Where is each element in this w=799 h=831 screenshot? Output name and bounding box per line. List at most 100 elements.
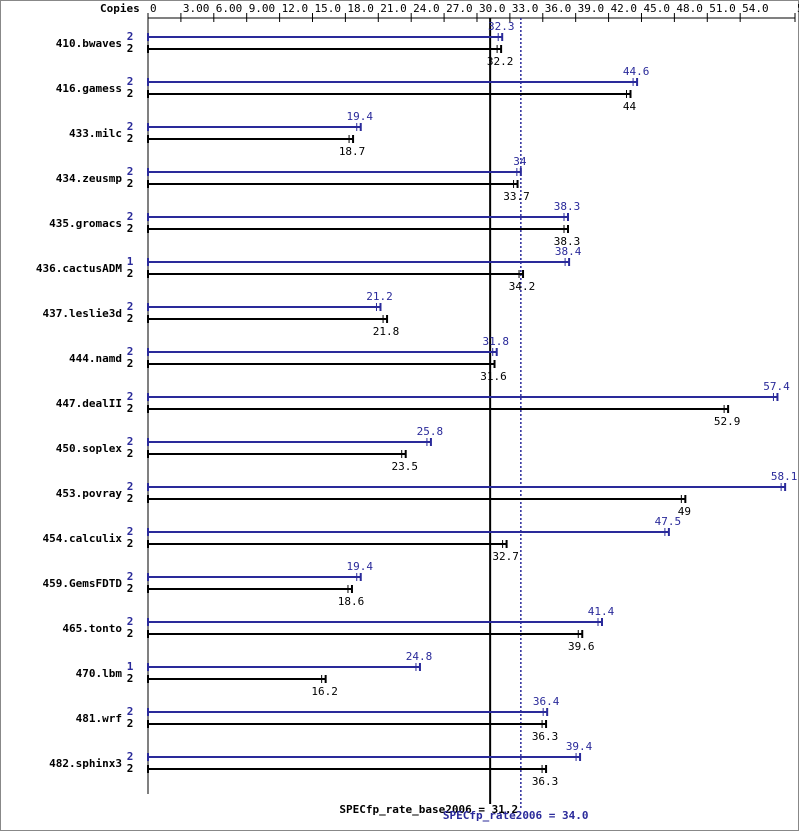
copies-label: 2 bbox=[127, 525, 134, 538]
value-label: 57.4 bbox=[763, 380, 790, 393]
copies-label: 2 bbox=[127, 615, 134, 628]
benchmark-label: 436.cactusADM bbox=[36, 262, 122, 275]
value-label: 49 bbox=[678, 505, 691, 518]
x-tick-label: 27.0 bbox=[446, 2, 473, 15]
copies-label: 2 bbox=[127, 582, 134, 595]
x-tick-label: 30.0 bbox=[479, 2, 506, 15]
copies-label: 2 bbox=[127, 480, 134, 493]
x-tick-label: 54.0 bbox=[742, 2, 769, 15]
copies-label: 2 bbox=[127, 762, 134, 775]
copies-label: 2 bbox=[127, 267, 134, 280]
benchmark-label: 459.GemsFDTD bbox=[43, 577, 123, 590]
value-label: 21.2 bbox=[366, 290, 393, 303]
copies-label: 2 bbox=[127, 30, 134, 43]
copies-label: 2 bbox=[127, 447, 134, 460]
x-tick-label: 36.0 bbox=[545, 2, 572, 15]
x-tick-label: 15.0 bbox=[314, 2, 341, 15]
copies-label: 1 bbox=[127, 660, 134, 673]
x-tick-label: 59.0 bbox=[797, 2, 799, 15]
copies-label: 1 bbox=[127, 255, 134, 268]
copies-label: 2 bbox=[127, 75, 134, 88]
value-label: 34 bbox=[513, 155, 527, 168]
x-tick-label: 42.0 bbox=[611, 2, 638, 15]
copies-label: 2 bbox=[127, 357, 134, 370]
x-tick-label: 18.0 bbox=[347, 2, 374, 15]
value-label: 39.6 bbox=[568, 640, 595, 653]
x-tick-label: 3.00 bbox=[183, 2, 210, 15]
copies-label: 2 bbox=[127, 537, 134, 550]
copies-label: 2 bbox=[127, 87, 134, 100]
copies-label: 2 bbox=[127, 312, 134, 325]
value-label: 32.7 bbox=[492, 550, 519, 563]
copies-label: 2 bbox=[127, 177, 134, 190]
copies-label: 2 bbox=[127, 390, 134, 403]
value-label: 19.4 bbox=[346, 110, 373, 123]
benchmark-label: 444.namd bbox=[69, 352, 122, 365]
value-label: 36.4 bbox=[533, 695, 560, 708]
value-label: 19.4 bbox=[346, 560, 373, 573]
value-label: 31.6 bbox=[480, 370, 507, 383]
value-label: 36.3 bbox=[532, 775, 559, 788]
x-tick-label: 48.0 bbox=[676, 2, 703, 15]
benchmark-label: 453.povray bbox=[56, 487, 123, 500]
x-tick-label: 33.0 bbox=[512, 2, 539, 15]
copies-label: 2 bbox=[127, 435, 134, 448]
copies-label: 2 bbox=[127, 300, 134, 313]
benchmark-label: 437.leslie3d bbox=[43, 307, 122, 320]
value-label: 38.4 bbox=[555, 245, 582, 258]
value-label: 24.8 bbox=[406, 650, 433, 663]
value-label: 32.2 bbox=[487, 55, 514, 68]
benchmark-label: 410.bwaves bbox=[56, 37, 122, 50]
x-tick-label: 9.00 bbox=[249, 2, 276, 15]
benchmark-label: 434.zeusmp bbox=[56, 172, 123, 185]
x-tick-label: 0 bbox=[150, 2, 157, 15]
value-label: 47.5 bbox=[655, 515, 682, 528]
value-label: 31.8 bbox=[482, 335, 509, 348]
copies-label: 2 bbox=[127, 120, 134, 133]
benchmark-label: 470.lbm bbox=[76, 667, 123, 680]
x-tick-label: 24.0 bbox=[413, 2, 440, 15]
value-label: 33.7 bbox=[503, 190, 530, 203]
copies-label: 2 bbox=[127, 627, 134, 640]
value-label: 52.9 bbox=[714, 415, 741, 428]
copies-header: Copies bbox=[100, 2, 140, 15]
value-label: 18.6 bbox=[338, 595, 365, 608]
value-label: 34.2 bbox=[509, 280, 536, 293]
mean-label: SPECfp_rate2006 = 34.0 bbox=[443, 809, 589, 822]
copies-label: 2 bbox=[127, 132, 134, 145]
benchmark-label: 481.wrf bbox=[76, 712, 122, 725]
value-label: 21.8 bbox=[373, 325, 400, 338]
copies-label: 2 bbox=[127, 672, 134, 685]
benchmark-label: 433.milc bbox=[69, 127, 122, 140]
value-label: 41.4 bbox=[588, 605, 615, 618]
x-tick-label: 6.00 bbox=[216, 2, 243, 15]
copies-label: 2 bbox=[127, 717, 134, 730]
copies-label: 2 bbox=[127, 570, 134, 583]
benchmark-label: 465.tonto bbox=[62, 622, 122, 635]
x-tick-label: 51.0 bbox=[709, 2, 736, 15]
benchmark-label: 454.calculix bbox=[43, 532, 123, 545]
copies-label: 2 bbox=[127, 750, 134, 763]
value-label: 18.7 bbox=[339, 145, 366, 158]
copies-label: 2 bbox=[127, 492, 134, 505]
value-label: 39.4 bbox=[566, 740, 593, 753]
value-label: 44 bbox=[623, 100, 637, 113]
value-label: 16.2 bbox=[311, 685, 338, 698]
value-label: 58.1 bbox=[771, 470, 798, 483]
benchmark-label: 482.sphinx3 bbox=[49, 757, 122, 770]
value-label: 38.3 bbox=[554, 235, 581, 248]
copies-label: 2 bbox=[127, 345, 134, 358]
copies-label: 2 bbox=[127, 402, 134, 415]
benchmark-label: 447.dealII bbox=[56, 397, 122, 410]
x-tick-label: 21.0 bbox=[380, 2, 407, 15]
benchmark-label: 435.gromacs bbox=[49, 217, 122, 230]
x-tick-label: 45.0 bbox=[643, 2, 670, 15]
copies-label: 2 bbox=[127, 222, 134, 235]
benchmark-label: 416.gamess bbox=[56, 82, 122, 95]
value-label: 38.3 bbox=[554, 200, 581, 213]
x-tick-label: 12.0 bbox=[282, 2, 309, 15]
value-label: 44.6 bbox=[623, 65, 650, 78]
